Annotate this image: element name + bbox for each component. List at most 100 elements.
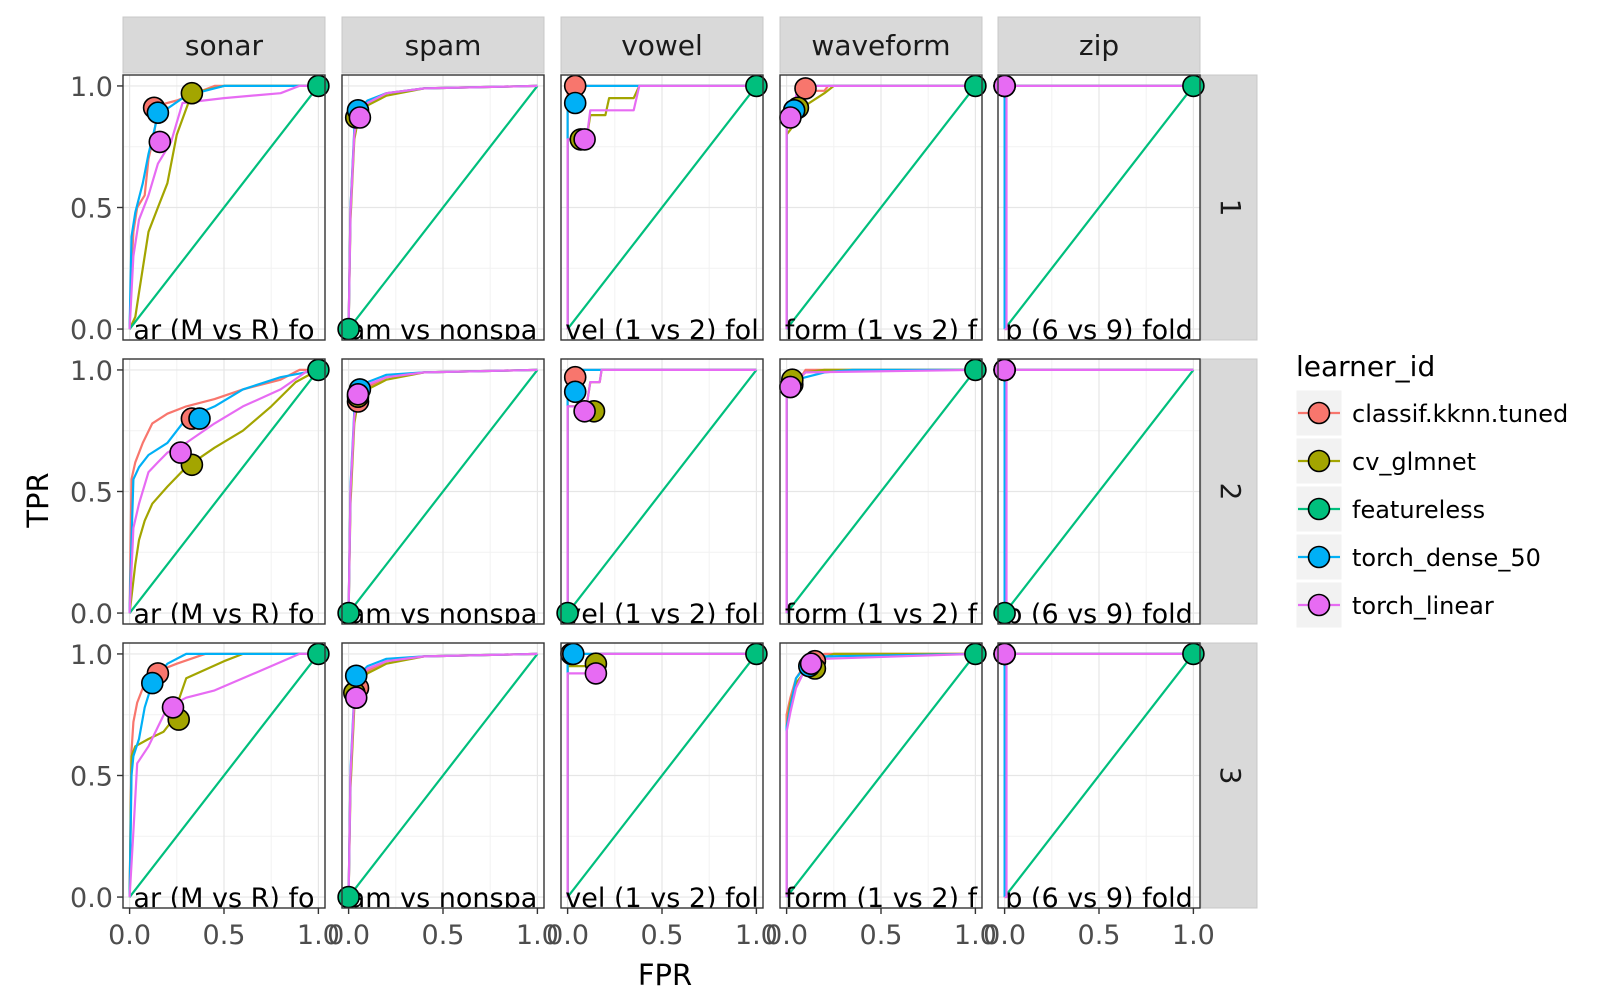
roc-curve-featureless [128,653,320,898]
panel-zip-1: p (6 vs 9) fold [993,74,1205,346]
roc-curve-torch_dense_50 [128,84,319,330]
roc-curve-featureless [347,653,539,898]
legend-title: learner_id [1296,350,1435,383]
point-torch_linear [993,74,1016,98]
row-strip-3 [1200,642,1258,909]
legend-items: classif.kknn.tuned cv_glmnet featureless to… [1295,389,1568,629]
roc-curve-featureless [1003,653,1195,898]
roc-curves [1003,368,1195,615]
point-torch_dense_50 [146,101,170,124]
operating-points [563,74,768,151]
x-tick-label: 0.5 [860,920,903,951]
y-tick-label: 0.0 [70,315,113,346]
x-tick-label: 0.0 [765,920,808,951]
x-tick-label: 0.0 [983,920,1026,951]
point-featureless [307,74,330,98]
panel-waveform-1: form (1 vs 2) f [779,74,987,346]
operating-points [337,664,370,909]
panel-sonar-1: ar (M vs R) fo [122,74,330,341]
axis-layer: 0.00.51.00.00.51.00.00.51.00.0 0.5 1.00.0 0… [70,72,1215,951]
point-torch_linear [348,106,372,129]
panel-spam-2: am vs nonspa [337,358,545,630]
point-torch_dense_50 [563,91,587,115]
point-torch_linear [169,441,192,464]
point-classif.kknn.tuned [794,77,817,100]
roc-curve-featureless [347,369,539,614]
operating-points [142,74,330,154]
panel-waveform-2: form (1 vs 2) f [779,358,987,630]
panel-zip-2: p (6 vs 9) fold [993,358,1201,630]
panel-task-label: p (6 vs 9) fold [1005,599,1193,630]
panel-task-label: p (6 vs 9) fold [1005,315,1193,346]
x-tick-label: 1.0 [1172,920,1215,951]
roc-curve-classif.kknn.tuned [128,368,319,614]
panel-border [997,74,1201,341]
panel-sonar-3: ar (M vs R) fo [122,642,330,909]
panel-task-label: vel (1 vs 2) fol [565,883,758,914]
row-strip-label: 2 [1214,483,1247,501]
legend-item-cv_glmnet: cv_glmnet [1295,437,1476,485]
panel-task-label: form (1 vs 2) f [785,599,979,630]
point-torch_dense_50 [561,642,585,666]
panel-vowel-1: vel (1 vs 2) fol [560,74,768,346]
panel-border [560,358,764,625]
panel-vowel-3: vel (1 vs 2) fol [560,642,768,914]
panel-task-label: am vs nonspa [349,599,538,630]
point-torch_linear [993,358,1016,382]
col-strip-label: sonar [185,29,264,62]
roc-curve-featureless [566,653,758,898]
panel-task-label: p (6 vs 9) fold [1005,883,1193,914]
roc-curve-torch_linear [1004,84,1194,331]
y-tick-label: 0.5 [70,478,113,509]
panel-task-label: am vs nonspa [349,315,538,346]
x-tick-label: 1.0 [516,920,559,951]
operating-points [993,358,1016,625]
x-tick-label: 0.5 [641,920,684,951]
roc-curve-featureless [785,653,977,898]
col-strip-label: spam [405,29,482,62]
x-tick-label: 1.0 [954,920,997,951]
point-torch_linear [573,399,596,423]
point-featureless [964,358,987,382]
panels-layer: sonar spam vowel waveform zip 1 2 3 ar (M vs R) … [122,16,1258,914]
panel-border [779,358,983,625]
point-torch_linear [573,128,596,151]
roc-curve-featureless [566,85,758,330]
panel-border [560,74,764,341]
legend-label: torch_linear [1352,592,1494,620]
col-strip-label: zip [1079,29,1119,62]
panel-sonar-2: ar (M vs R) fo [122,358,330,625]
operating-points [560,642,768,685]
panel-task-label: vel (1 vs 2) fol [565,315,758,346]
point-featureless [307,358,330,382]
roc-curve-featureless [566,369,758,614]
col-strip-zip [997,16,1201,74]
y-tick-label: 0.0 [70,883,113,914]
y-tick-label: 0.5 [70,194,113,225]
roc-curve-cv_glmnet [128,652,319,898]
point-torch_dense_50 [188,407,211,430]
panel-task-label: form (1 vs 2) f [785,315,979,346]
operating-points [556,365,606,625]
legend-item-featureless: featureless [1295,485,1485,533]
point-torch_linear [584,662,608,685]
roc-curve-featureless [128,369,320,614]
panel-border [341,358,545,625]
point-torch_linear [344,686,368,710]
legend-point [1307,497,1331,521]
legend: learner_id classif.kknn.tuned cv_glmnetfe… [1295,350,1568,629]
legend-point [1307,593,1331,617]
x-tick-label: 0.0 [108,920,151,951]
roc-curve-torch_dense_50 [128,652,319,898]
panel-waveform-3: form (1 vs 2) f [779,642,987,909]
panel-spam-3: am vs nonspa [337,642,545,909]
legend-label: torch_dense_50 [1352,544,1541,572]
operating-points [993,642,1205,666]
col-strip-label: vowel [621,29,703,62]
panel-border [779,74,983,341]
row-strip-2 [1200,358,1258,625]
roc-curve-torch_linear [1004,652,1194,899]
col-strip-spam [341,16,545,74]
row-strip-label: 1 [1214,199,1247,217]
